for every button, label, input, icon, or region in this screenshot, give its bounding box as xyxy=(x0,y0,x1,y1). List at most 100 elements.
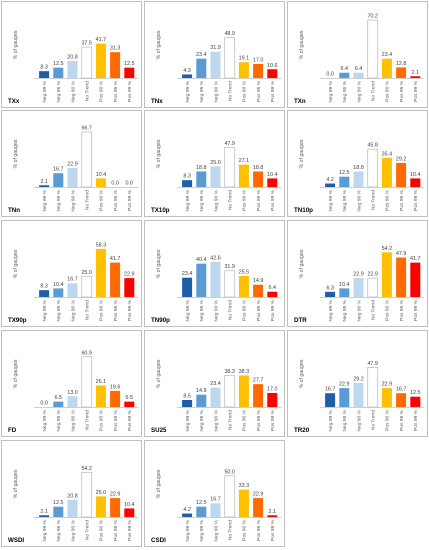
data-label: 22.9 xyxy=(124,272,135,278)
data-label: 25.5 xyxy=(239,269,250,275)
bar-neg-95 xyxy=(196,171,207,187)
data-label: 35.4 xyxy=(382,151,393,157)
bar-pos-90 xyxy=(238,62,249,78)
data-label: 14.9 xyxy=(253,278,264,284)
data-label: 0.0 xyxy=(326,72,334,78)
y-axis-label: % of gauges xyxy=(13,359,19,388)
bar-neg-99 xyxy=(325,291,336,297)
data-label: 12.8 xyxy=(396,61,407,67)
bar-neg-90 xyxy=(210,261,221,297)
data-label: 54.2 xyxy=(382,246,393,252)
category-label: Pos 99 % xyxy=(413,80,419,102)
category-label: Neg 90 % xyxy=(70,519,76,541)
y-axis-label: % of gauges xyxy=(156,469,162,498)
category-label: Pos 99 % xyxy=(127,80,133,102)
bar-neg-95 xyxy=(339,176,350,187)
bar-pos-95 xyxy=(110,390,121,407)
chart-title: TN10p xyxy=(294,207,313,214)
data-label: 47.9 xyxy=(396,251,407,257)
bar-neg-90 xyxy=(67,168,78,187)
chart-title: TX90p xyxy=(8,317,27,324)
category-label: Pos 90 % xyxy=(242,519,248,541)
data-label: 12.5 xyxy=(53,61,64,67)
data-label: 6.4 xyxy=(341,66,349,72)
bar-no-trend xyxy=(81,46,93,79)
category-label: No Trend xyxy=(371,410,377,430)
category-label: Pos 90 % xyxy=(242,409,248,431)
category-label: Neg 99 % xyxy=(328,299,334,321)
bar-no-trend xyxy=(81,356,93,408)
chart-title: WSDI xyxy=(8,537,24,544)
category-label: Pos 90 % xyxy=(99,299,105,321)
category-label: Pos 95 % xyxy=(399,299,405,321)
category-label: Neg 95 % xyxy=(56,519,62,541)
bar-pos-99 xyxy=(410,178,421,187)
category-label: Pos 90 % xyxy=(242,80,248,102)
category-label: Pos 90 % xyxy=(99,189,105,211)
category-label: Neg 99 % xyxy=(42,409,48,431)
category-label: Neg 99 % xyxy=(328,189,334,211)
category-label: Neg 90 % xyxy=(356,299,362,321)
data-label: 22.9 xyxy=(110,492,121,498)
category-label: Pos 99 % xyxy=(270,299,276,321)
data-label: 8.3 xyxy=(40,65,48,71)
chart-panel-tn90p: % of gauges 23.4 Neg 99 % 40.4 Neg 95 % 42.6 N… xyxy=(144,220,285,327)
data-label: 8.3 xyxy=(40,284,48,290)
data-label: 0.0 xyxy=(40,401,48,407)
chart-title: DTR xyxy=(294,317,307,324)
bar-neg-90 xyxy=(210,503,221,517)
chart-title: CSDI xyxy=(151,537,166,544)
category-label: Pos 99 % xyxy=(127,299,133,321)
chart-panel-tx10p: % of gauges 8.3 Neg 99 % 18.8 Neg 95 % 25.0 Ne… xyxy=(144,110,285,217)
data-label: 16.7 xyxy=(325,387,336,393)
data-label: 2.1 xyxy=(269,509,277,515)
data-label: 19.6 xyxy=(110,384,121,390)
bar-neg-95 xyxy=(53,67,64,78)
data-label: 2.1 xyxy=(40,509,48,515)
bar-pos-90 xyxy=(238,275,249,297)
bar-pos-90 xyxy=(238,489,249,517)
y-axis-label: % of gauges xyxy=(299,30,305,59)
bar-neg-95 xyxy=(339,388,350,407)
category-label: Pos 99 % xyxy=(270,189,276,211)
bar-neg-95 xyxy=(53,506,64,517)
bar-chart: % of gauges 2.1 Neg 99 % 12.5 Neg 95 % 20.8 Ne… xyxy=(8,466,139,544)
bar-chart: % of gauges 8.3 Neg 99 % 10.4 Neg 95 % 16.7 Ne… xyxy=(8,242,139,324)
bar-pos-99 xyxy=(410,396,421,407)
data-label: 19.1 xyxy=(239,56,250,62)
chart-title: FD xyxy=(8,427,17,434)
category-label: No Trend xyxy=(85,520,91,540)
data-label: 23.4 xyxy=(382,52,393,58)
category-label: Neg 99 % xyxy=(42,189,48,211)
category-label: Pos 99 % xyxy=(413,409,419,431)
category-label: Pos 99 % xyxy=(413,299,419,321)
data-label: 14.9 xyxy=(196,388,207,394)
category-label: Pos 90 % xyxy=(242,189,248,211)
category-label: Pos 95 % xyxy=(113,189,119,211)
bar-neg-99 xyxy=(182,277,193,297)
category-label: No Trend xyxy=(371,190,377,210)
category-label: Pos 95 % xyxy=(256,409,262,431)
bar-pos-90 xyxy=(95,385,106,407)
bar-neg-99 xyxy=(39,71,50,78)
data-label: 48.9 xyxy=(224,31,235,37)
data-label: 33.3 xyxy=(239,483,250,489)
bar-neg-90 xyxy=(210,166,221,187)
chart-panel-tn10p: % of gauges 4.2 Neg 99 % 12.5 Neg 95 % 18.8 Ne… xyxy=(287,110,428,217)
category-label: Pos 90 % xyxy=(99,519,105,541)
bar-neg-95 xyxy=(196,263,207,297)
data-label: 10.4 xyxy=(96,172,107,178)
category-label: Pos 95 % xyxy=(113,519,119,541)
bar-neg-99 xyxy=(182,74,193,78)
bar-no-trend xyxy=(224,475,236,518)
bar-pos-99 xyxy=(267,392,278,407)
bar-pos-90 xyxy=(95,43,106,78)
category-label: Neg 95 % xyxy=(342,189,348,211)
data-label: 6.4 xyxy=(355,66,363,72)
data-label: 25.0 xyxy=(210,160,221,166)
category-label: No Trend xyxy=(228,300,234,320)
bar-neg-95 xyxy=(53,288,64,297)
category-label: Pos 95 % xyxy=(256,189,262,211)
chart-title: TR20 xyxy=(294,427,310,434)
bar-pos-99 xyxy=(410,262,421,297)
